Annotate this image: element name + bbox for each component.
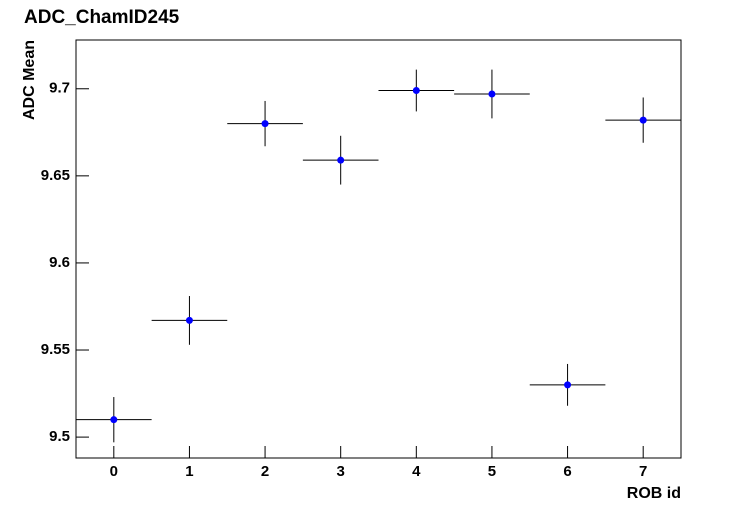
data-point (185, 316, 193, 324)
y-tick-label: 9.7 (49, 80, 70, 97)
data-point (110, 416, 118, 424)
y-tick-label: 9.5 (49, 428, 70, 445)
data-point (337, 156, 345, 164)
y-axis-label: ADC Mean (21, 40, 38, 120)
x-tick-label: 2 (261, 463, 269, 480)
data-point (261, 120, 269, 128)
x-tick-label: 5 (488, 463, 496, 480)
x-tick-label: 0 (110, 463, 118, 480)
y-tick-label: 9.6 (49, 254, 70, 271)
y-tick-label: 9.65 (41, 167, 70, 184)
data-point (412, 87, 420, 95)
plot-frame (75, 39, 682, 459)
y-tick-label: 9.55 (41, 341, 70, 358)
x-tick-label: 1 (185, 463, 193, 480)
x-tick-label: 6 (563, 463, 571, 480)
x-tick-label: 7 (639, 463, 647, 480)
x-tick-label: 4 (412, 463, 421, 480)
data-point (564, 381, 572, 389)
x-axis-label: ROB id (627, 485, 681, 502)
data-point (488, 90, 496, 98)
x-tick-label: 3 (337, 463, 345, 480)
data-point (639, 116, 647, 124)
chart-title: ADC_ChamID245 (24, 7, 180, 28)
